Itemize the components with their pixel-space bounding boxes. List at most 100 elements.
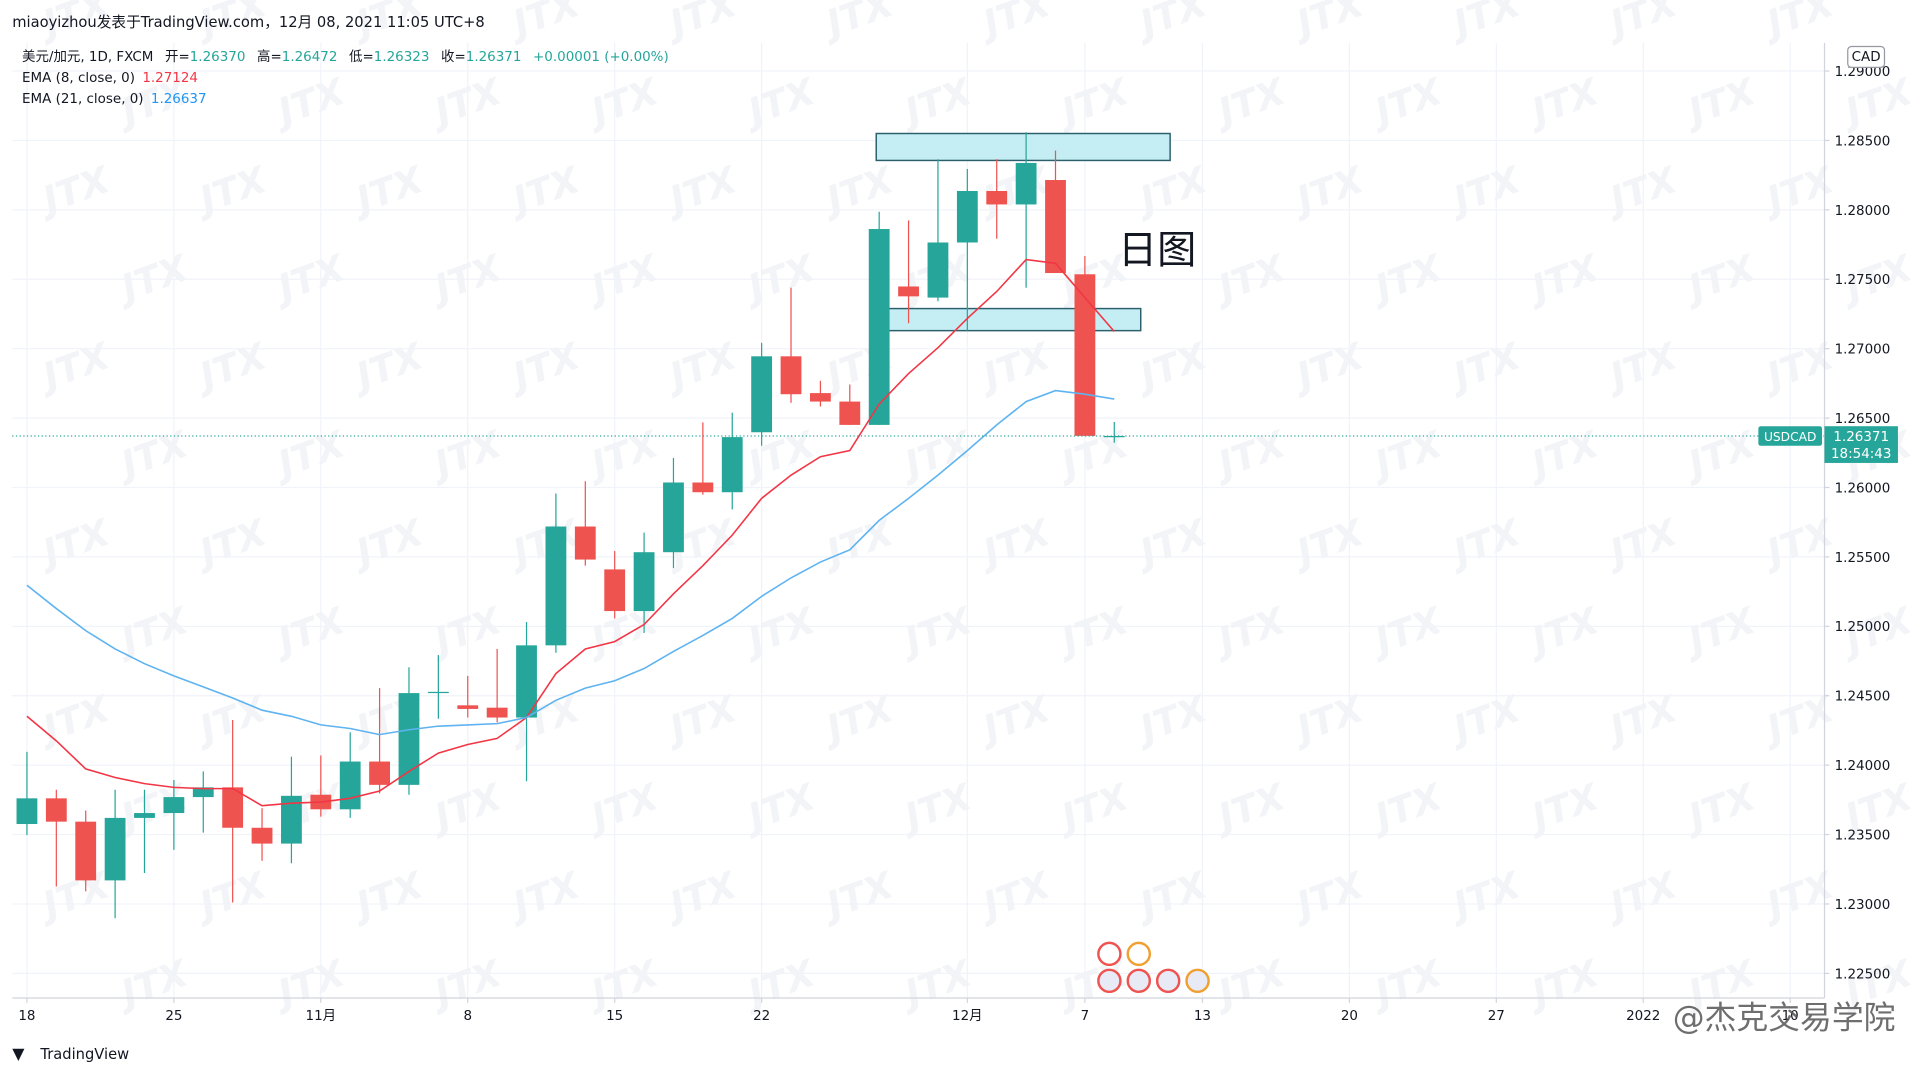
currency-box bbox=[1847, 45, 1886, 68]
candle-body bbox=[104, 817, 126, 881]
candle-body bbox=[427, 691, 449, 694]
ohlc-value: 1.26370 bbox=[190, 50, 246, 65]
y-tick-label: 1.29000 bbox=[1835, 65, 1891, 80]
x-tick-label: 18 bbox=[18, 1009, 35, 1024]
legend-name: EMA (8, close, 0) bbox=[22, 71, 135, 86]
y-tick-label: 1.28500 bbox=[1835, 134, 1891, 149]
legend-ema8: EMA (8, close, 0) 1.27124 bbox=[22, 71, 198, 86]
event-icon bbox=[1126, 941, 1152, 967]
candle-body bbox=[339, 761, 361, 810]
y-tick-label: 1.22500 bbox=[1835, 967, 1891, 982]
legend-ohlc: 美元/加元, 1D, FXCM 开=1.26370 高=1.26472 低=1.… bbox=[22, 48, 669, 65]
y-tick-label: 1.24500 bbox=[1835, 690, 1891, 705]
symbol-tag bbox=[1758, 426, 1823, 446]
y-tick-label: 1.25000 bbox=[1835, 620, 1891, 635]
ohlc-name: 高= bbox=[257, 48, 282, 65]
y-tick-label: 1.28000 bbox=[1835, 204, 1891, 219]
x-tick-label: 25 bbox=[165, 1009, 182, 1024]
y-tick-label: 1.23000 bbox=[1835, 898, 1891, 913]
candle-body bbox=[281, 795, 302, 844]
y-tick-label: 1.24000 bbox=[1835, 759, 1891, 774]
y-tick-label: 1.27500 bbox=[1835, 273, 1891, 288]
y-tick-label: 1.26500 bbox=[1835, 412, 1891, 427]
candle-body bbox=[692, 482, 714, 493]
candle-body bbox=[16, 798, 38, 825]
candle-body bbox=[1103, 436, 1125, 438]
event-icon bbox=[1097, 968, 1122, 994]
legend-value: 1.27124 bbox=[142, 71, 198, 86]
event-icon bbox=[1185, 968, 1210, 994]
y-tick-label: 1.26000 bbox=[1835, 481, 1891, 496]
legend-value: 1.26637 bbox=[151, 92, 207, 107]
x-tick-label: 13 bbox=[1194, 1009, 1211, 1024]
candle-body bbox=[633, 552, 655, 612]
axes: 1.22500 1.23000 1.23500 1.24000 1.24500 1.250… bbox=[18, 65, 1898, 1024]
candle-body bbox=[751, 356, 773, 433]
candle-body bbox=[868, 229, 890, 425]
candle-body bbox=[251, 827, 273, 844]
countdown: 18:54:43 bbox=[1831, 447, 1891, 462]
x-tick-label: 20 bbox=[1341, 1009, 1358, 1024]
candle-body bbox=[574, 526, 596, 560]
candle-body bbox=[75, 821, 97, 881]
x-tick-label: 8 bbox=[463, 1009, 472, 1024]
candle-body bbox=[163, 797, 185, 814]
plot bbox=[12, 132, 1825, 919]
symbol-tag-label: USDCAD bbox=[1764, 430, 1816, 444]
ema-line bbox=[26, 389, 1115, 736]
ohlc-value: 1.26371 bbox=[466, 50, 522, 65]
candle-body bbox=[545, 526, 567, 646]
candle-body bbox=[604, 569, 626, 612]
candle-body bbox=[986, 190, 1008, 205]
candle-body bbox=[927, 242, 949, 298]
candle-body bbox=[1015, 162, 1037, 205]
ema-line bbox=[26, 258, 1115, 807]
candle-body bbox=[45, 798, 67, 822]
ohlc-name: 开= bbox=[165, 50, 190, 65]
x-tick-label: 7 bbox=[1081, 1009, 1090, 1024]
event-icon bbox=[1097, 941, 1122, 967]
candle-body bbox=[1045, 180, 1066, 274]
price-tag-label: 1.26371 bbox=[1833, 430, 1889, 445]
candle-body bbox=[398, 693, 420, 785]
x-tick-label: 27 bbox=[1488, 1009, 1505, 1024]
header: miaoyizhou发表于TradingView.com，12月 08, 202… bbox=[12, 14, 485, 31]
candle-body bbox=[486, 707, 508, 718]
grid bbox=[12, 42, 1825, 998]
candle-body bbox=[721, 437, 743, 493]
x-tick-label: 12月 bbox=[952, 1009, 983, 1024]
price-tag bbox=[1824, 426, 1898, 463]
candle-body bbox=[780, 356, 802, 395]
candle-body bbox=[222, 787, 244, 828]
brand: TradingView bbox=[39, 1046, 129, 1063]
annotation: 日图 bbox=[1118, 228, 1196, 273]
candle-body bbox=[192, 787, 214, 798]
footer-watermark: @杰克交易学院 bbox=[1673, 999, 1896, 1037]
candle-body bbox=[839, 401, 861, 425]
event-icon bbox=[1126, 968, 1152, 994]
candle-body bbox=[898, 286, 919, 297]
zone bbox=[875, 132, 1171, 162]
y-tick-label: 1.23500 bbox=[1835, 828, 1891, 843]
x-tick-label: 11月 bbox=[306, 1009, 337, 1024]
candle-body bbox=[516, 645, 537, 718]
candle-body bbox=[369, 761, 390, 785]
candle-body bbox=[663, 482, 684, 553]
ohlc-value: 1.26472 bbox=[282, 50, 338, 65]
ohlc-name: 收= bbox=[441, 49, 466, 65]
legend-ema21: EMA (21, close, 0) 1.26637 bbox=[22, 92, 207, 107]
event-icons bbox=[1097, 941, 1210, 994]
currency: CAD bbox=[1852, 50, 1881, 65]
x-tick-label: 15 bbox=[606, 1009, 623, 1024]
brand-logo: ▼ bbox=[12, 1044, 25, 1063]
y-tick-label: 1.27000 bbox=[1835, 343, 1891, 358]
x-tick-label: 2022 bbox=[1626, 1009, 1660, 1024]
event-icon bbox=[1155, 968, 1181, 994]
candle-body bbox=[809, 393, 831, 402]
zone bbox=[887, 307, 1142, 332]
x-tick-label: 22 bbox=[753, 1009, 770, 1024]
legend-name: EMA (21, close, 0) bbox=[22, 92, 144, 107]
